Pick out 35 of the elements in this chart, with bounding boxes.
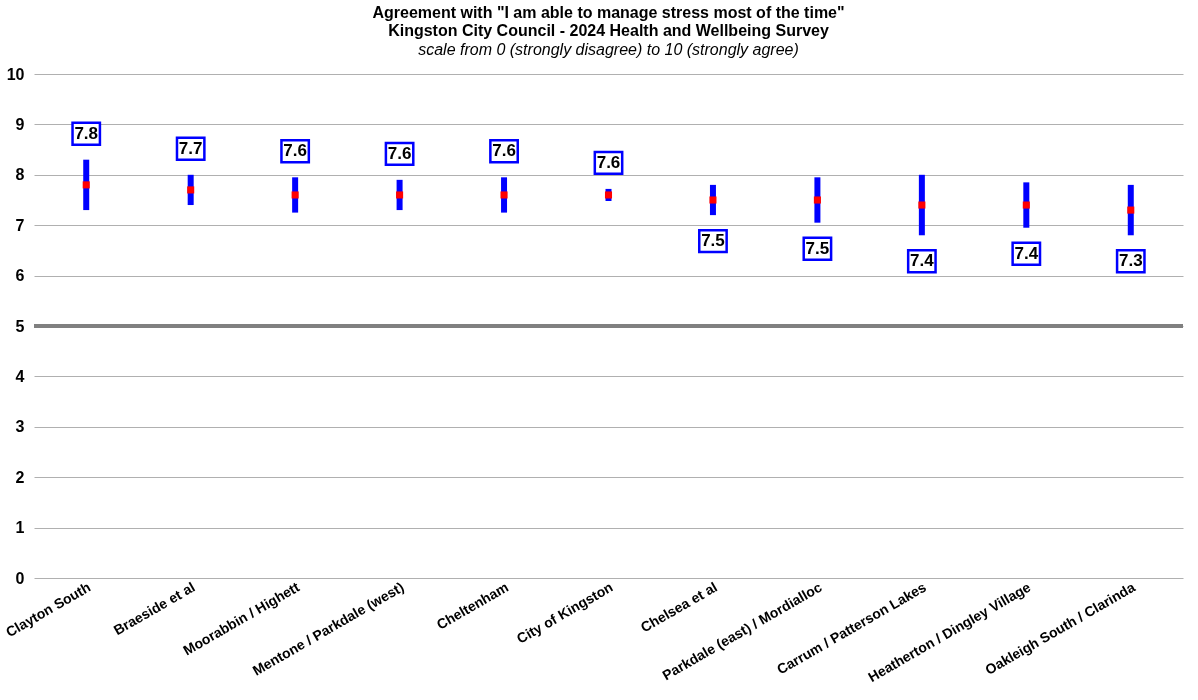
point <box>1127 206 1135 214</box>
data-label: 7.3 <box>1118 251 1143 271</box>
point <box>709 196 717 204</box>
point <box>396 191 404 199</box>
text: Agreement with "I am able to manage stress most of the time" <box>372 4 845 21</box>
y-tick-label: 3 <box>15 418 25 436</box>
data-label: 7.4 <box>910 251 935 271</box>
data-label: 7.6 <box>596 152 621 172</box>
text: Kingston City Council - 2024 Health and Wellbeing Survey <box>388 22 829 39</box>
data-label: 7.6 <box>387 143 412 163</box>
y-tick-label: 8 <box>15 166 25 184</box>
y-tick-label: 0 <box>15 569 25 587</box>
y-tick-label: 9 <box>15 115 25 133</box>
point <box>187 186 195 194</box>
point <box>813 196 821 204</box>
point <box>918 201 926 209</box>
point <box>1022 201 1030 209</box>
y-tick-label: 7 <box>15 216 25 234</box>
data-label: 7.8 <box>74 123 99 143</box>
data-label: 7.6 <box>492 141 516 161</box>
data-label: 7.5 <box>701 231 725 251</box>
data-label: 7.4 <box>1014 243 1039 263</box>
point <box>291 191 299 199</box>
y-tick-label: 5 <box>15 317 25 335</box>
point <box>500 191 508 199</box>
chart-subtitle: scale from 0 (strongly disagree) to 10 (strongly agree) <box>418 41 799 58</box>
y-tick-label: 2 <box>15 468 25 486</box>
y-tick-label: 6 <box>15 267 25 285</box>
y-tick-label: 10 <box>6 65 25 83</box>
data-label: 7.7 <box>178 138 203 158</box>
data-label: 7.6 <box>283 141 307 161</box>
data-label: 7.5 <box>805 238 830 258</box>
y-tick-label: 1 <box>15 519 25 537</box>
point <box>82 181 90 189</box>
y-tick-label: 4 <box>15 367 25 385</box>
